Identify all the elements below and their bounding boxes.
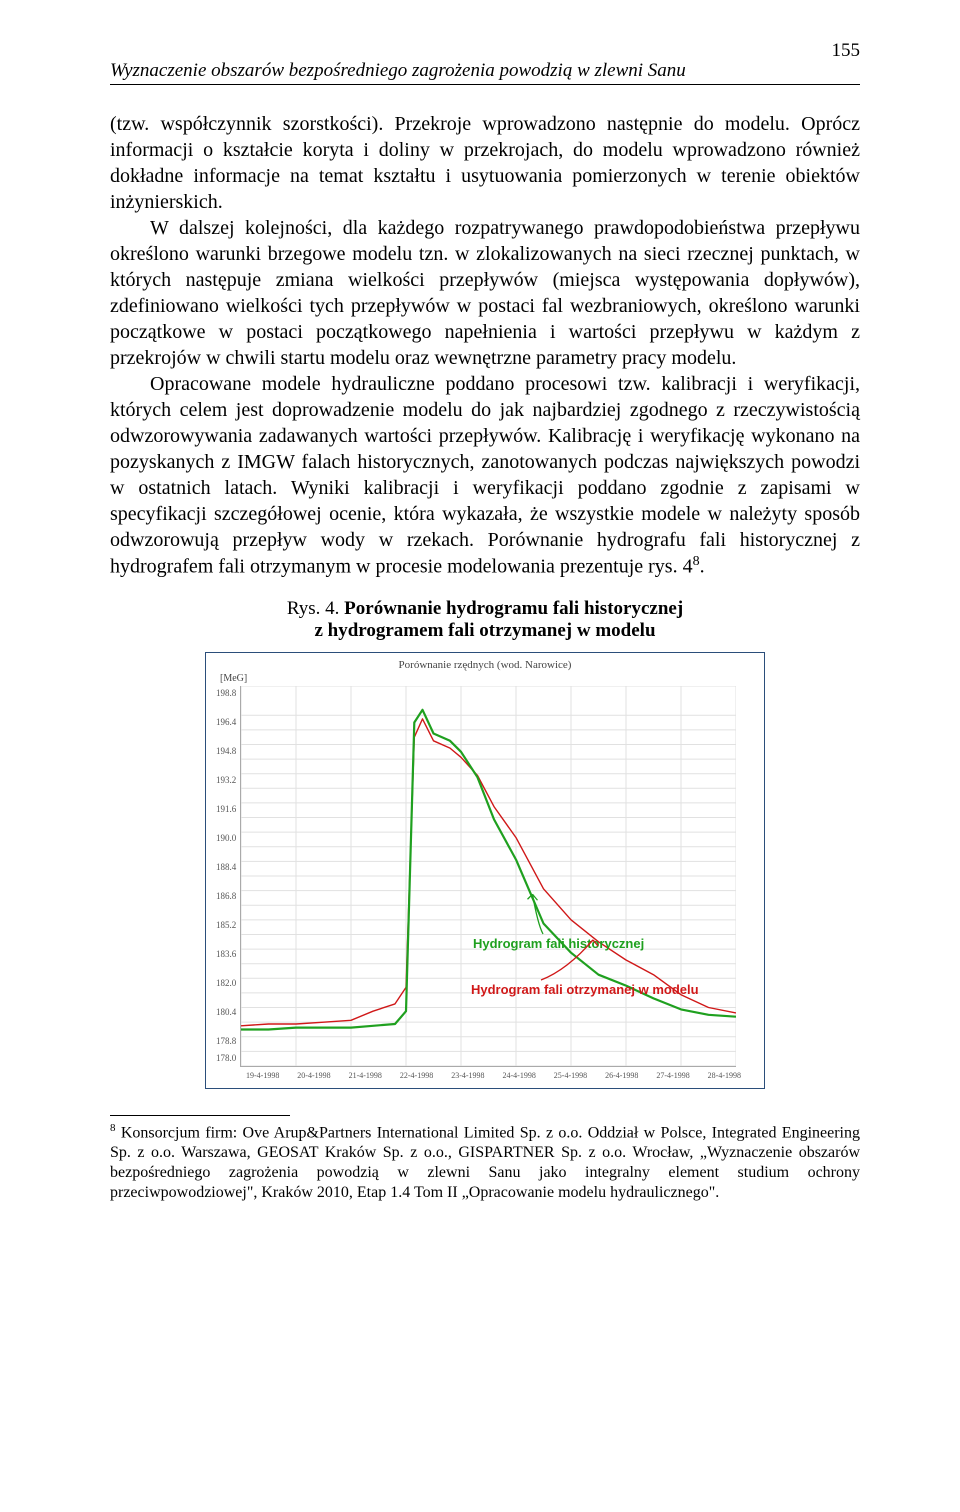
paragraph-3: Opracowane modele hydrauliczne poddano p… bbox=[110, 371, 860, 580]
body-text: (tzw. współczynnik szorstkości). Przekro… bbox=[110, 111, 860, 580]
chart-svg: Hydrogram fali historycznej Hydrogram fal… bbox=[241, 686, 736, 1066]
figure-label: Rys. 4. bbox=[287, 598, 344, 619]
svg-text:Hydrogram fali otrzymanej w mo: Hydrogram fali otrzymanej w modelu bbox=[471, 982, 699, 997]
footnote-separator bbox=[110, 1115, 290, 1116]
paragraph-2: W dalszej kolejności, dla każdego rozpat… bbox=[110, 215, 860, 371]
svg-text:Hydrogram fali historycznej: Hydrogram fali historycznej bbox=[473, 936, 644, 951]
footnote-8: 8 Konsorcjum firm: Ove Arup&Partners Int… bbox=[110, 1122, 860, 1203]
chart-container: Porównanie rzędnych (wod. Narowice) [MeG… bbox=[205, 652, 765, 1089]
chart-plot-area: Hydrogram fali historycznej Hydrogram fal… bbox=[240, 686, 736, 1067]
paragraph-1: (tzw. współczynnik szorstkości). Przekro… bbox=[110, 111, 860, 215]
paragraph-3-b: . bbox=[700, 556, 705, 578]
footnote-text: Konsorcjum firm: Ove Arup&Partners Inter… bbox=[110, 1124, 860, 1201]
chart-title: Porównanie rzędnych (wod. Narowice) bbox=[216, 659, 754, 671]
footnote-ref-8: 8 bbox=[693, 554, 700, 569]
page-number: 155 bbox=[832, 40, 861, 62]
running-head: Wyznaczenie obszarów bezpośredniego zagr… bbox=[110, 60, 860, 85]
paragraph-3-a: Opracowane modele hydrauliczne poddano p… bbox=[110, 373, 860, 578]
chart-legend: Hydrogram fali historycznej Hydrogram fal… bbox=[471, 894, 699, 997]
figure-title-line1: Porównanie hydrogramu fali historycznej bbox=[344, 598, 683, 619]
chart-y-unit: [MeG] bbox=[220, 673, 754, 684]
chart-grid bbox=[241, 686, 736, 1066]
chart-x-labels: 19-4-199820-4-199821-4-199822-4-199823-4… bbox=[246, 1071, 741, 1080]
chart-y-labels: 198.8 196.4 194.8 193.2 191.6 190.0 188.… bbox=[216, 686, 240, 1066]
figure-caption: Rys. 4. Porównanie hydrogramu fali histo… bbox=[110, 598, 860, 642]
figure-title-line2: z hydrogramem fali otrzymanej w modelu bbox=[314, 620, 655, 641]
